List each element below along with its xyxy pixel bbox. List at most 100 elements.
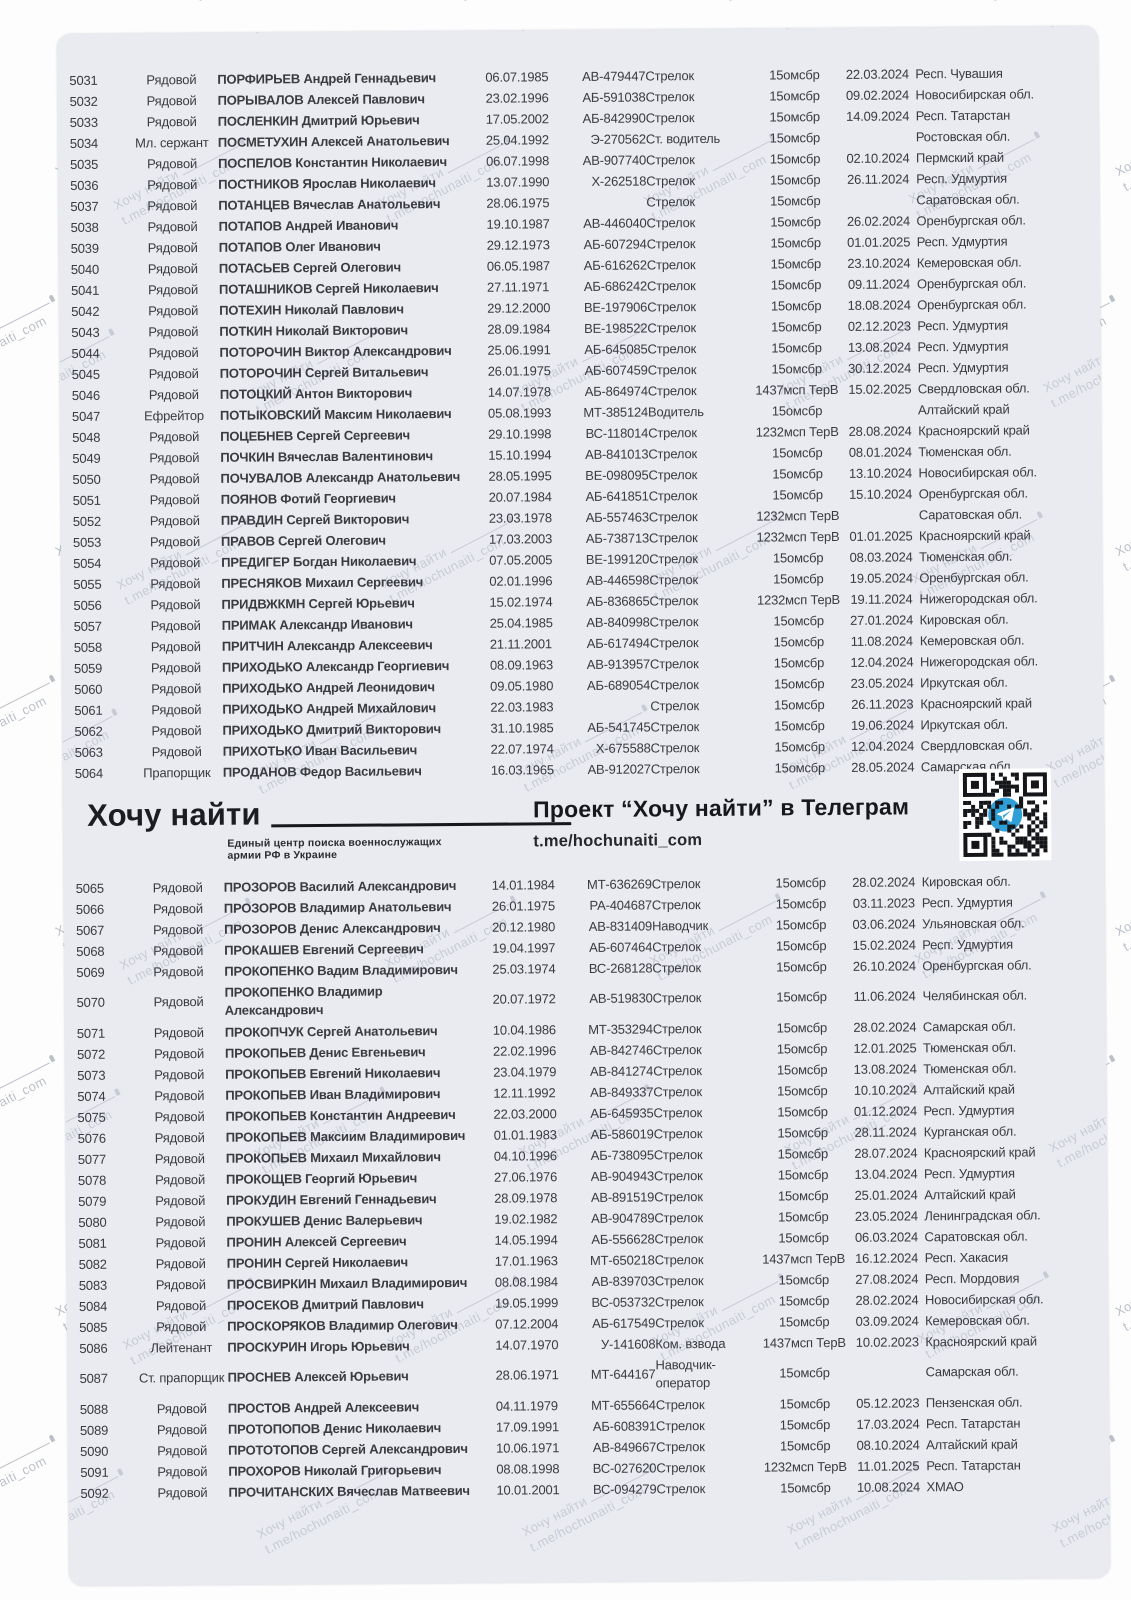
cell-id: 5073 bbox=[77, 1067, 106, 1083]
cell-date: 10.08.2024 bbox=[856, 1479, 921, 1495]
cell-region: Респ. Удмуртия bbox=[917, 359, 1009, 376]
cell-position: Стрелок bbox=[652, 1042, 702, 1058]
cell-region: Ленинградская обл. bbox=[924, 1207, 1041, 1224]
cell-dob: 25.04.1992 bbox=[485, 132, 549, 148]
cell-dob: 14.07.1978 bbox=[487, 384, 551, 400]
cell-region: Новосибирская обл. bbox=[918, 464, 1037, 481]
cell-rank: Ст. прапорщик bbox=[138, 1369, 225, 1386]
cell-doc: АВ-841274 bbox=[589, 1063, 654, 1079]
cell-doc: АВ-891519 bbox=[590, 1189, 655, 1205]
telegram-link[interactable]: t.me/hochunaiti_com bbox=[533, 831, 703, 851]
cell-date: 05.12.2023 bbox=[856, 1395, 920, 1411]
cell-region: Новосибирская обл. bbox=[924, 1291, 1044, 1308]
cell-name: ПРОТОТОПОВ Сергей Александрович bbox=[228, 1440, 468, 1458]
cell-id: 5057 bbox=[73, 618, 102, 634]
cell-dob: 17.01.1963 bbox=[494, 1253, 558, 1269]
cell-name: ПОЦЕБНЕВ Сергей Сергеевич bbox=[220, 427, 411, 444]
cell-rank: Рядовой bbox=[156, 1421, 208, 1438]
cell-rank: Лейтенант bbox=[150, 1339, 213, 1356]
cell-dob: 06.07.1985 bbox=[485, 69, 549, 85]
cell-position: Стрелок bbox=[655, 1397, 705, 1413]
cell-unit: 15омсбр bbox=[776, 1020, 828, 1036]
cell-rank: Рядовой bbox=[154, 1129, 205, 1146]
cell-region: Респ. Хакасия bbox=[924, 1249, 1009, 1266]
cell-rank: Рядовой bbox=[151, 680, 202, 697]
cell-name: ПРОКОПЧУК Сергей Анатольевич bbox=[224, 1023, 438, 1040]
cell-region: Красноярский край bbox=[918, 422, 1030, 439]
cell-unit: 15омсбр bbox=[778, 1209, 829, 1225]
cell-region: Ульяновская обл. bbox=[921, 915, 1025, 932]
cell-id: 5058 bbox=[73, 639, 103, 655]
cell-dob: 29.10.1998 bbox=[488, 426, 552, 442]
cell-doc: АБ-608391 bbox=[592, 1418, 657, 1434]
cell-id: 5033 bbox=[69, 114, 98, 130]
cell-id: 5042 bbox=[71, 303, 100, 319]
cell-region: Оренбургская обл. bbox=[918, 485, 1028, 502]
cell-unit: 15омсбр bbox=[774, 760, 826, 776]
cell-region: Оренбургская обл. bbox=[922, 957, 1032, 974]
person-icon bbox=[48, 1054, 56, 1063]
cell-name: ПРИХОДЬКО Александр Георгиевич bbox=[221, 658, 450, 675]
cell-position: Стрелок bbox=[655, 1418, 705, 1434]
cell-doc: ВС-027620 bbox=[592, 1460, 657, 1476]
cell-name: ПРОКОПЬЕВ Иван Владимирович bbox=[225, 1086, 441, 1103]
cell-position: Стрелок bbox=[645, 68, 695, 84]
qr-finder-icon bbox=[963, 832, 988, 857]
cell-unit: 15омсбр bbox=[771, 340, 822, 356]
cell-position: Стрелок bbox=[649, 614, 699, 630]
cell-dob: 04.11.1979 bbox=[495, 1398, 558, 1414]
cell-name: ПРИДВЖКМН Сергей Юрьевич bbox=[221, 595, 415, 612]
cell-position: Наводчик- оператор bbox=[655, 1356, 716, 1391]
cell-name: ПОТАСЬЕВ Сергей Олегович bbox=[218, 259, 401, 276]
cell-id: 5092 bbox=[80, 1485, 109, 1501]
cell-id: 5086 bbox=[79, 1340, 108, 1356]
cell-dob: 10.01.2001 bbox=[496, 1482, 560, 1498]
cell-id: 5050 bbox=[72, 471, 101, 487]
cell-rank: Рядовой bbox=[155, 1297, 207, 1314]
cell-position: Стрелок bbox=[645, 89, 695, 105]
cell-dob: 25.06.1991 bbox=[487, 342, 551, 358]
cell-dob: 20.12.1980 bbox=[491, 919, 556, 935]
cell-doc: АБ-617549 bbox=[591, 1315, 656, 1331]
cell-date: 09.11.2024 bbox=[847, 276, 911, 292]
cell-name: ПОТАПОВ Андрей Иванович bbox=[218, 217, 399, 234]
cell-id: 5074 bbox=[77, 1088, 106, 1104]
cell-rank: Мл. сержант bbox=[135, 134, 209, 151]
cell-date: 03.06.2024 bbox=[852, 916, 916, 932]
cell-doc: АБ-557463 bbox=[585, 509, 649, 525]
cell-position: Стрелок bbox=[648, 509, 698, 525]
cell-date: 06.03.2024 bbox=[854, 1229, 919, 1245]
cell-unit: 1437мсп ТерВ bbox=[762, 1250, 846, 1267]
cell-date: 30.12.2024 bbox=[848, 360, 912, 376]
cell-date: 08.10.2024 bbox=[856, 1437, 920, 1453]
cell-id: 5053 bbox=[72, 534, 102, 550]
cell-dob: 17.09.1991 bbox=[495, 1419, 560, 1435]
cell-rank: Рядовой bbox=[154, 1066, 205, 1083]
cell-name: ПОТАШНИКОВ Сергей Николаевич bbox=[218, 280, 439, 297]
cell-position: Стрелок bbox=[648, 530, 698, 546]
cell-rank: Рядовой bbox=[153, 1024, 204, 1041]
cell-rank: Рядовой bbox=[150, 638, 201, 655]
cell-rank: Рядовой bbox=[148, 302, 199, 319]
cell-unit: 15омсбр bbox=[777, 1125, 828, 1141]
cell-unit: 15омсбр bbox=[779, 1438, 831, 1454]
cell-id: 5064 bbox=[74, 765, 104, 781]
cell-doc: МТ-650218 bbox=[589, 1252, 655, 1268]
cell-date bbox=[849, 1352, 925, 1393]
cell-id: 5084 bbox=[78, 1298, 108, 1314]
cell-dob: 09.05.1980 bbox=[490, 678, 554, 694]
cell-rank: Рядовой bbox=[155, 1234, 206, 1251]
cell-position: Стрелок bbox=[649, 656, 699, 672]
cell-date bbox=[840, 189, 916, 211]
cell-dob: 29.12.1973 bbox=[486, 237, 550, 253]
cell-id: 5078 bbox=[77, 1172, 107, 1188]
cell-date: 28.02.2024 bbox=[853, 1019, 917, 1035]
cell-name: ПОЧУВАЛОВ Александр Анатольевич bbox=[220, 468, 461, 486]
cell-doc: МТ-353294 bbox=[588, 1021, 653, 1037]
cell-date: 26.11.2024 bbox=[847, 171, 910, 187]
cell-id: 5066 bbox=[75, 901, 105, 917]
cell-rank: Прапорщик bbox=[143, 764, 211, 781]
cell-id: 5034 bbox=[69, 135, 99, 151]
